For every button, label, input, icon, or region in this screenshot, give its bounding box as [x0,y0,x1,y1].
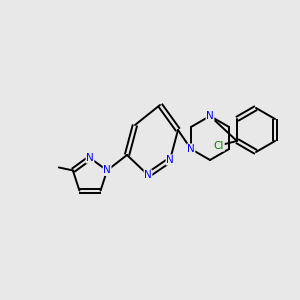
Text: Cl: Cl [214,141,224,151]
Text: N: N [103,165,111,176]
Text: N: N [187,144,195,154]
Text: N: N [206,111,214,121]
Text: N: N [144,170,152,180]
Text: N: N [86,153,94,163]
Text: N: N [166,155,174,165]
